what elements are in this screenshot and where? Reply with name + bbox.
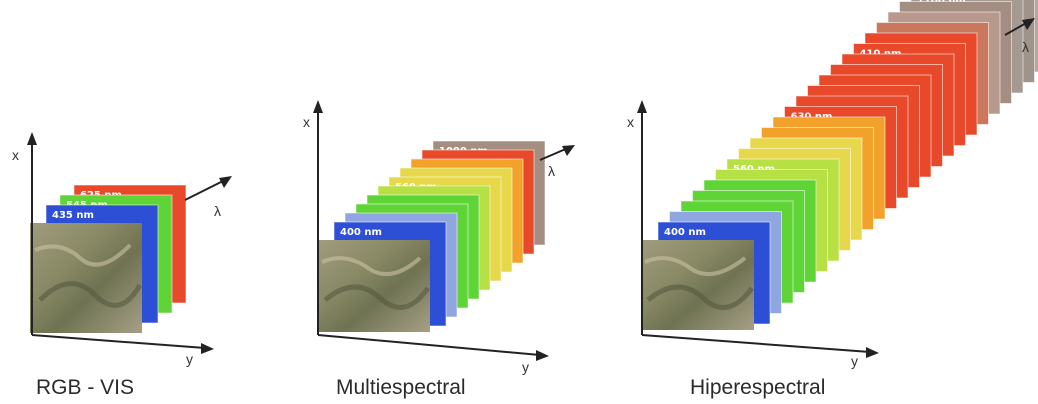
- hyper-x-axis-label: x: [627, 114, 634, 130]
- hyper-axes: x y λ: [627, 18, 1035, 369]
- rgb-terrain-image: [30, 223, 143, 333]
- rgb-y-axis-label: y: [186, 351, 193, 367]
- multi-y-axis-label: y: [522, 359, 529, 375]
- hyper-terrain-image: [642, 240, 755, 330]
- band-wavelength-label: 400 nm: [340, 227, 382, 238]
- panel-hiperespectral: 2250 nm1100 nm410 nm630 nm560 nm400 nm x…: [627, 0, 1038, 369]
- multi-x-axis-label: x: [303, 114, 310, 130]
- multi-terrain-image: [318, 240, 431, 332]
- rgb-lambda-label: λ: [214, 203, 221, 219]
- rgb-x-axis-label: x: [12, 147, 19, 163]
- multi-band-stack: 1000 nm560 nm400 nm: [333, 140, 546, 327]
- band-wavelength-label: 435 nm: [52, 210, 94, 221]
- caption-multiespectral: Multiespectral: [336, 376, 466, 399]
- band-wavelength-label: 400 nm: [664, 227, 706, 238]
- panel-multiespectral: 1000 nm560 nm400 nm x y λ: [303, 100, 575, 375]
- panel-rgb-vis: 625 nm545 nm435 nm x y λ: [12, 132, 232, 367]
- multi-axes: x y λ: [303, 100, 575, 375]
- rgb-axes: x y λ: [12, 132, 232, 367]
- caption-rgb-vis: RGB - VIS: [36, 376, 135, 399]
- hyper-y-axis-label: y: [851, 353, 858, 369]
- caption-hiperespectral: Hiperespectral: [690, 376, 826, 399]
- hyper-lambda-label: λ: [1022, 39, 1029, 55]
- multi-lambda-label: λ: [548, 163, 555, 179]
